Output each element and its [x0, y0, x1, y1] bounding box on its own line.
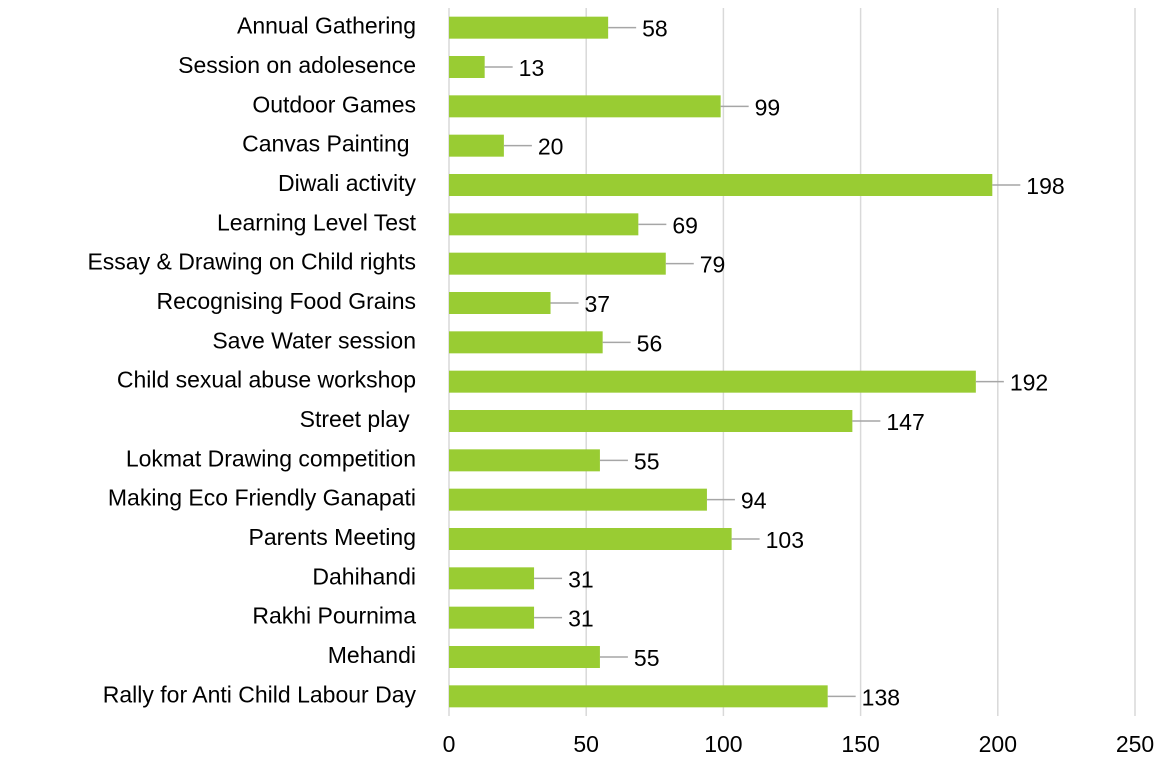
bar — [449, 410, 853, 432]
bar — [449, 56, 485, 78]
y-tick-label: Dahihandi — [312, 563, 416, 589]
bar — [449, 174, 993, 196]
y-tick-label: Mehandi — [328, 642, 416, 668]
bar — [449, 528, 732, 550]
y-tick-label: Save Water session — [212, 327, 416, 353]
data-label: 192 — [1010, 370, 1048, 396]
data-label: 138 — [862, 684, 900, 710]
bar — [449, 95, 721, 118]
bar — [449, 16, 609, 39]
data-label: 99 — [755, 94, 781, 120]
x-tick-label: 150 — [841, 731, 879, 757]
bar — [449, 606, 535, 629]
bar — [449, 370, 976, 393]
y-tick-label: Child sexual abuse workshop — [117, 367, 416, 393]
bar — [449, 567, 535, 590]
y-tick-label: Session on adolesence — [178, 52, 416, 78]
data-label: 13 — [519, 55, 545, 81]
bar — [449, 252, 666, 275]
bar — [449, 331, 603, 354]
y-tick-label: Essay & Drawing on Child rights — [87, 249, 416, 275]
x-tick-label: 250 — [1116, 731, 1154, 757]
y-tick-label: Parents Meeting — [249, 524, 416, 550]
data-label: 103 — [766, 527, 804, 553]
data-label: 94 — [741, 488, 767, 514]
bar — [449, 488, 707, 511]
x-tick-label: 50 — [573, 731, 599, 757]
data-label: 198 — [1026, 173, 1064, 199]
y-tick-label: Rakhi Pournima — [252, 603, 416, 629]
bar — [449, 685, 828, 708]
bar — [449, 134, 504, 157]
y-tick-label: Outdoor Games — [252, 91, 416, 117]
data-label: 79 — [700, 252, 726, 278]
x-tick-label: 200 — [979, 731, 1017, 757]
bar — [449, 213, 639, 236]
y-tick-label: Making Eco Friendly Ganapati — [108, 485, 416, 511]
data-label: 55 — [634, 448, 660, 474]
y-tick-label: Learning Level Test — [217, 209, 417, 235]
data-label: 69 — [672, 212, 698, 238]
x-tick-label: 100 — [704, 731, 742, 757]
bar — [449, 292, 551, 314]
y-tick-label: Lokmat Drawing competition — [126, 445, 416, 471]
y-tick-label: Street play — [300, 406, 416, 432]
y-tick-label: Diwali activity — [278, 170, 417, 196]
y-tick-label: Canvas Painting — [242, 131, 416, 157]
data-label: 37 — [585, 291, 611, 317]
data-label: 58 — [642, 16, 668, 42]
data-label: 56 — [637, 330, 663, 356]
data-label: 31 — [568, 566, 594, 592]
data-label: 20 — [538, 134, 564, 160]
data-label: 147 — [886, 409, 924, 435]
data-label: 31 — [568, 606, 594, 632]
bar — [449, 646, 600, 668]
x-tick-label: 0 — [443, 731, 456, 757]
data-label: 55 — [634, 645, 660, 671]
y-tick-label: Annual Gathering — [237, 13, 416, 39]
bar — [449, 449, 600, 472]
y-tick-label: Recognising Food Grains — [156, 288, 416, 314]
y-tick-label: Rally for Anti Child Labour Day — [103, 681, 417, 707]
